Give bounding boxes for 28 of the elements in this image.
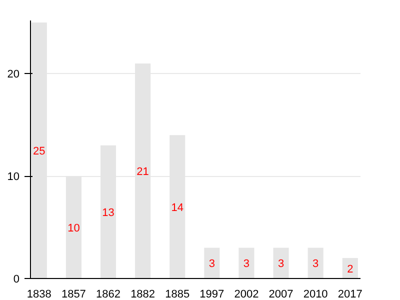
data-label: 10 [68,222,80,234]
bar [342,258,358,278]
x-tick-label: 2017 [338,288,362,300]
bar [273,248,289,278]
x-tick-label: 1882 [130,288,156,300]
bar [308,248,324,278]
data-label: 14 [171,202,184,214]
x-tick-label: 1857 [61,288,86,300]
data-label: 25 [33,146,46,158]
x-tick-label: 1997 [200,288,224,300]
data-label: 13 [102,206,114,219]
x-tick-label: 2007 [268,288,294,300]
data-label: 3 [278,258,284,270]
bar [204,248,220,278]
x-tick-label: 2002 [234,288,259,300]
y-tick-label: 10 [7,171,20,184]
y-tick-label: 0 [13,274,20,286]
data-label: 3 [243,258,250,270]
data-label: 3 [312,258,319,270]
data-label: 2 [347,263,354,276]
x-tick-label: 1862 [96,288,120,300]
data-label: 3 [208,258,215,270]
x-tick-label: 2010 [303,288,328,300]
x-tick-label: 1838 [26,288,52,300]
data-label: 21 [136,166,149,178]
y-tick-label: 20 [7,68,20,81]
bar [238,248,254,278]
x-tick-label: 1885 [165,288,190,300]
